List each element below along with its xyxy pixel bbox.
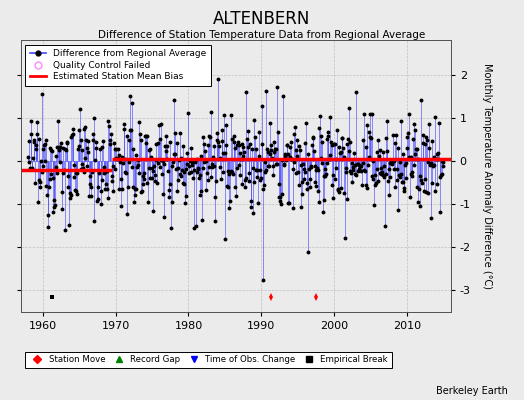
Text: ALTENBERN: ALTENBERN xyxy=(213,10,311,28)
Legend: Station Move, Record Gap, Time of Obs. Change, Empirical Break: Station Move, Record Gap, Time of Obs. C… xyxy=(25,352,391,368)
Y-axis label: Monthly Temperature Anomaly Difference (°C): Monthly Temperature Anomaly Difference (… xyxy=(482,63,492,289)
Text: Difference of Station Temperature Data from Regional Average: Difference of Station Temperature Data f… xyxy=(99,30,425,40)
Text: Berkeley Earth: Berkeley Earth xyxy=(436,386,508,396)
